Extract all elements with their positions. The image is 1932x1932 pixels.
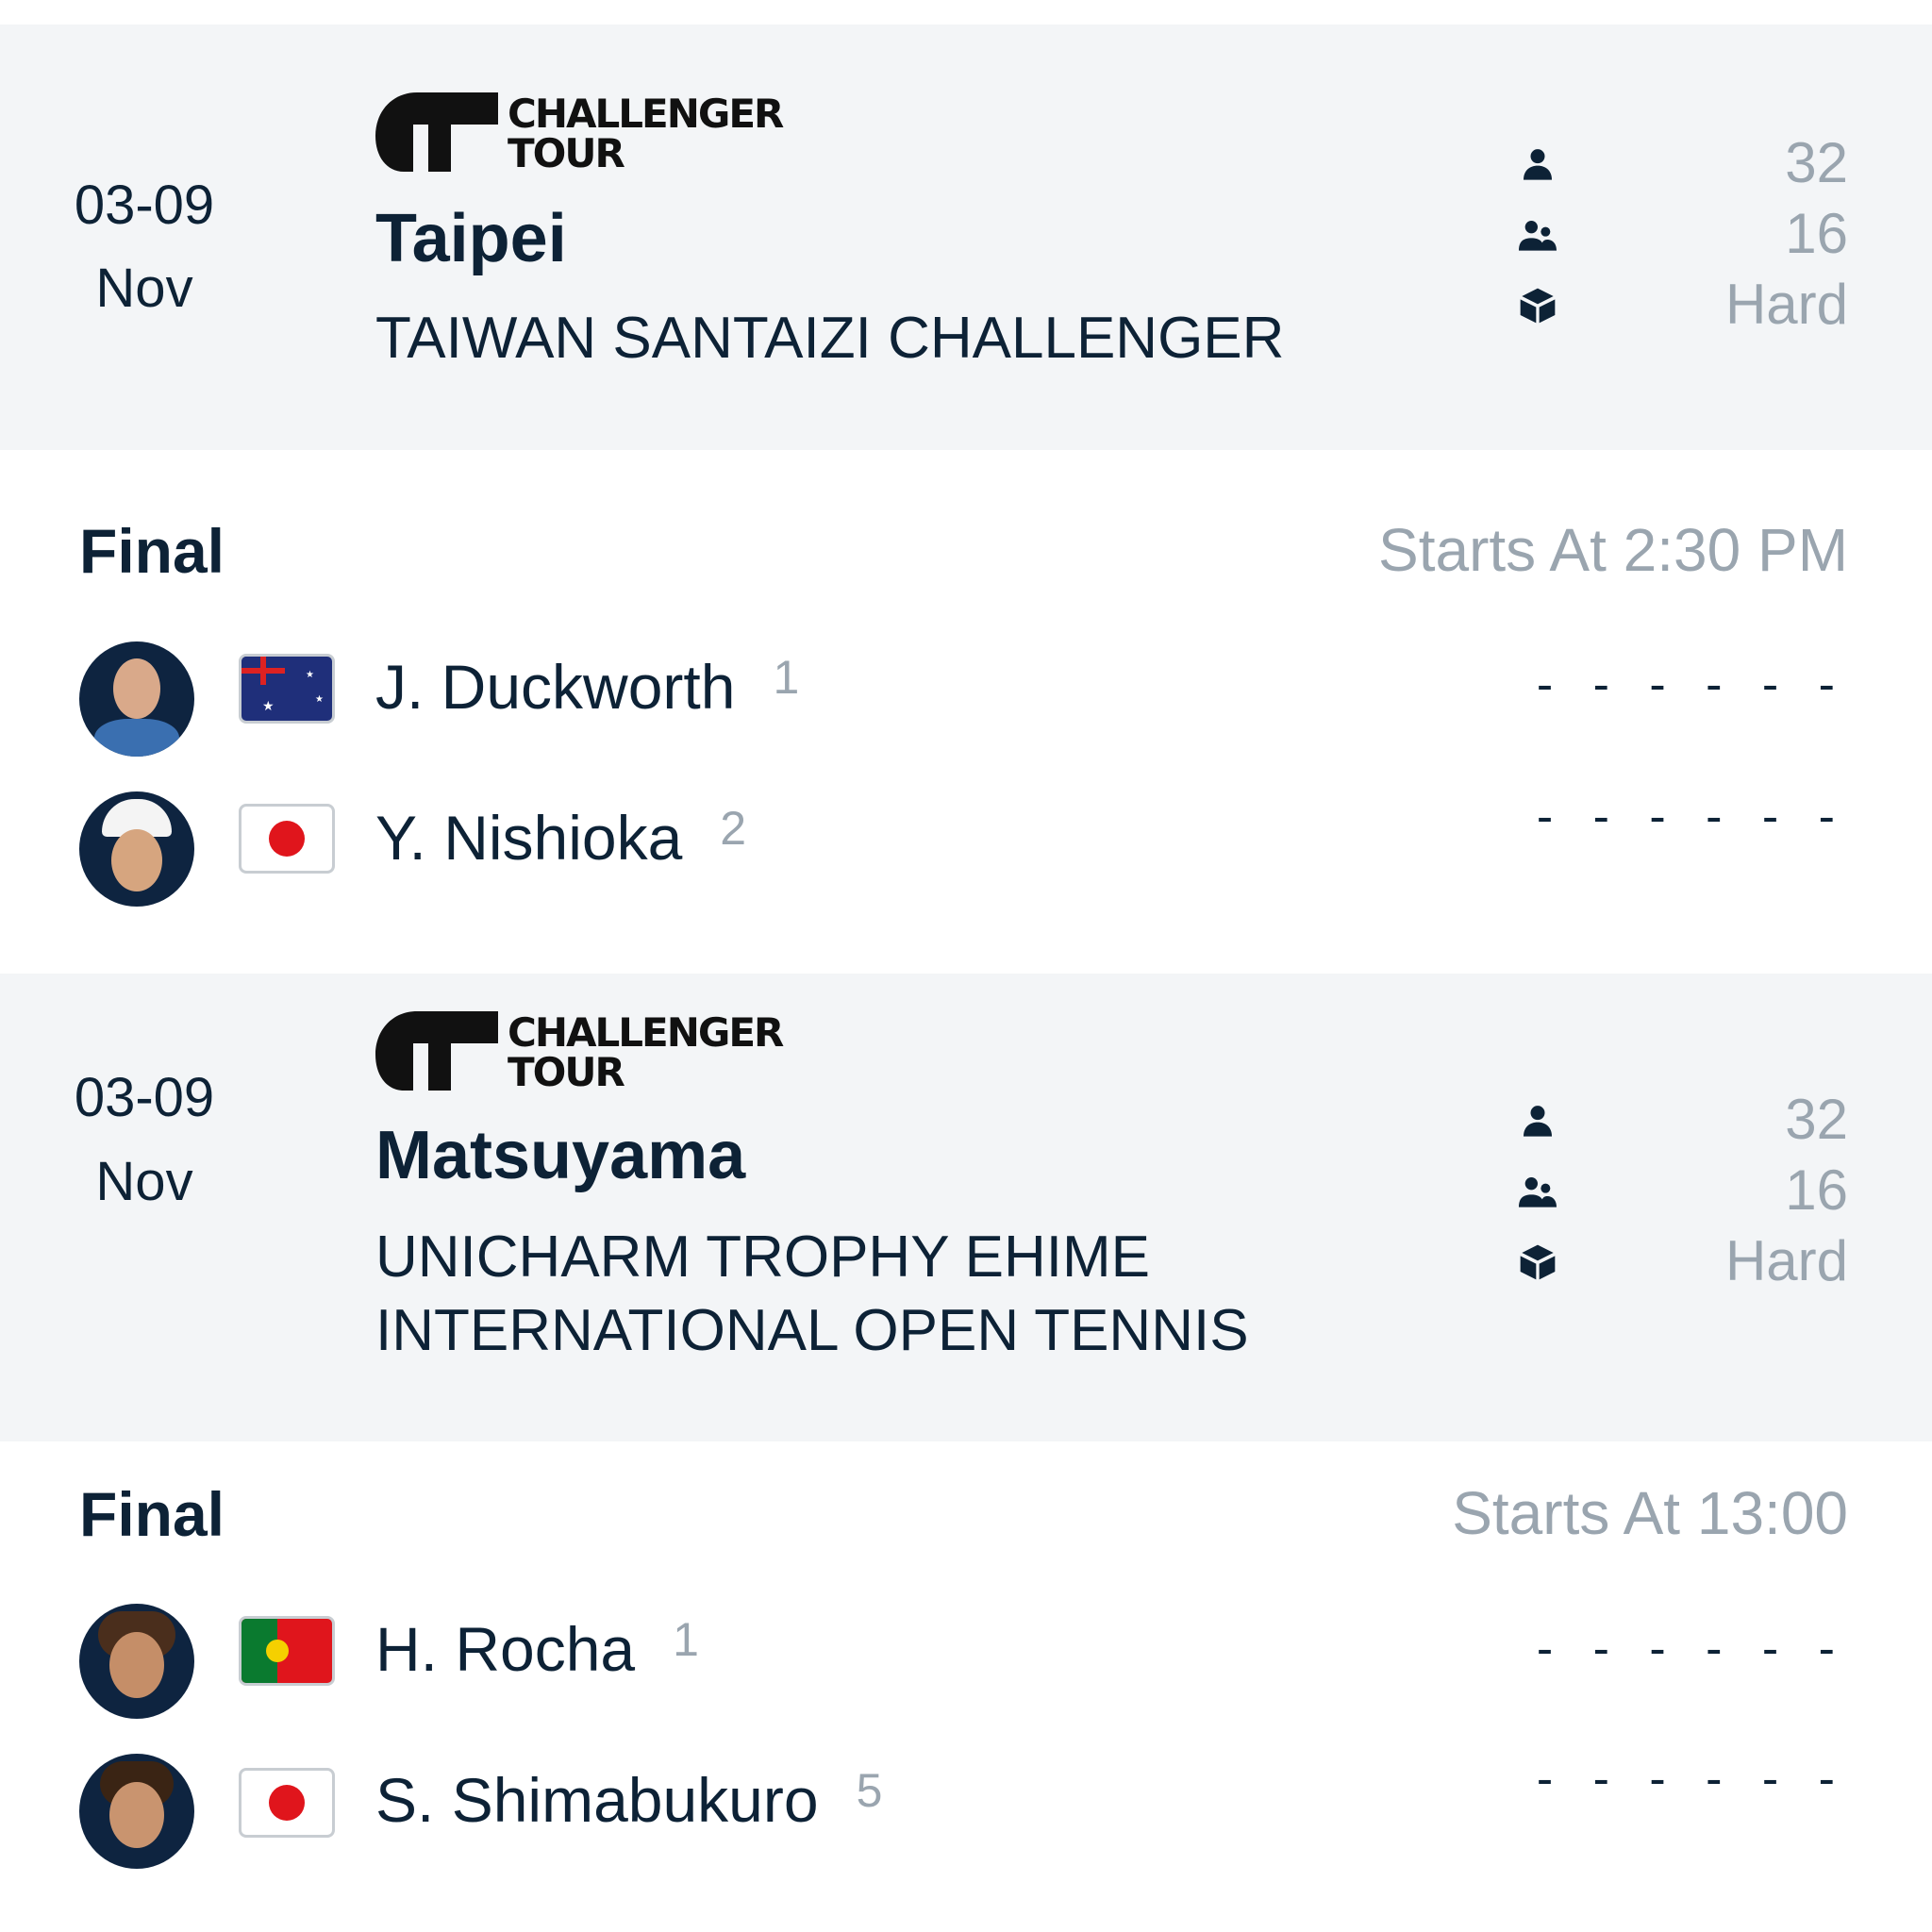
tournament-month: Nov	[95, 258, 193, 319]
match-start-time: Starts At 2:30 PM	[1378, 516, 1848, 584]
tournament-city: Matsuyama	[375, 1118, 746, 1193]
doubles-draw-value: 16	[1785, 202, 1848, 265]
player-avatar	[79, 1604, 194, 1719]
surface-cube-icon	[1520, 288, 1556, 324]
player-name-wrap: H. Rocha 1	[375, 1613, 699, 1685]
challenger-tour-logo: CHALLENGER TOUR	[375, 1009, 784, 1095]
tournament-month: Nov	[95, 1151, 193, 1212]
tournament-name-line: INTERNATIONAL OPEN TENNIS	[375, 1298, 1249, 1363]
player-seed: 5	[856, 1764, 883, 1817]
logo-text-line1: CHALLENGER	[508, 91, 784, 137]
player-name-wrap: Y. Nishioka 2	[375, 802, 746, 874]
tournament-dates: 03-09	[74, 175, 215, 236]
logo-text-line1: CHALLENGER	[508, 1009, 784, 1056]
flag-japan-icon	[239, 804, 335, 874]
surface-value: Hard	[1724, 1229, 1848, 1292]
player-seed: 2	[720, 802, 747, 855]
challenger-tour-logo-icon	[375, 1011, 498, 1091]
flag-australia-icon: ★ ★ ★	[239, 654, 335, 724]
player-avatar	[79, 1754, 194, 1869]
flag-portugal-icon	[239, 1616, 335, 1686]
tournament-card-matsuyama[interactable]: 03-09 Nov CHALLENGER TOUR Matsuyama UNICH…	[0, 974, 1932, 1441]
person-icon	[1524, 1106, 1552, 1137]
people-icon	[1519, 1177, 1557, 1208]
tournament-card-taipei[interactable]: 03-09 Nov CHALLENGER TOUR Taipei TAIWAN S…	[0, 25, 1932, 450]
player-name: H. Rocha	[375, 1614, 636, 1684]
player-name-wrap: S. Shimabukuro 5	[375, 1764, 882, 1836]
player-score: - - - - - -	[1536, 658, 1848, 712]
tournament-dates: 03-09	[74, 1067, 215, 1128]
person-icon	[1524, 149, 1552, 180]
match-round: Final	[79, 1479, 225, 1549]
player-name: J. Duckworth	[375, 652, 736, 722]
challenger-tour-logo: CHALLENGER TOUR	[375, 91, 784, 176]
match-round: Final	[79, 516, 225, 586]
surface-cube-icon	[1520, 1244, 1556, 1280]
singles-draw-value: 32	[1785, 1088, 1848, 1151]
tournament-name: UNICHARM TROPHY EHIME INTERNATIONAL OPEN …	[375, 1221, 1249, 1368]
player-score: - - - - - -	[1536, 1622, 1848, 1676]
tournament-name-line: TAIWAN SANTAIZI CHALLENGER	[375, 306, 1285, 371]
tournament-name-line: UNICHARM TROPHY EHIME	[375, 1224, 1151, 1290]
people-icon	[1519, 221, 1557, 251]
player-avatar	[79, 641, 194, 757]
logo-text-line2: TOUR	[508, 130, 625, 176]
player-avatar	[79, 791, 194, 907]
tournament-city: Taipei	[375, 201, 567, 276]
singles-draw-value: 32	[1785, 131, 1848, 194]
doubles-draw-value: 16	[1785, 1158, 1848, 1222]
tournament-name: TAIWAN SANTAIZI CHALLENGER	[375, 302, 1284, 375]
player-name: Y. Nishioka	[375, 803, 683, 873]
challenger-tour-logo-icon	[375, 92, 498, 172]
player-name-wrap: J. Duckworth 1	[375, 651, 799, 723]
match-start-time: Starts At 13:00	[1452, 1479, 1848, 1547]
player-score: - - - - - -	[1536, 1752, 1848, 1807]
player-seed: 1	[673, 1613, 699, 1666]
flag-japan-icon	[239, 1768, 335, 1838]
player-score: - - - - - -	[1536, 790, 1848, 844]
surface-value: Hard	[1724, 273, 1848, 336]
logo-text-line2: TOUR	[508, 1049, 625, 1095]
player-seed: 1	[773, 651, 800, 704]
player-name: S. Shimabukuro	[375, 1765, 819, 1835]
